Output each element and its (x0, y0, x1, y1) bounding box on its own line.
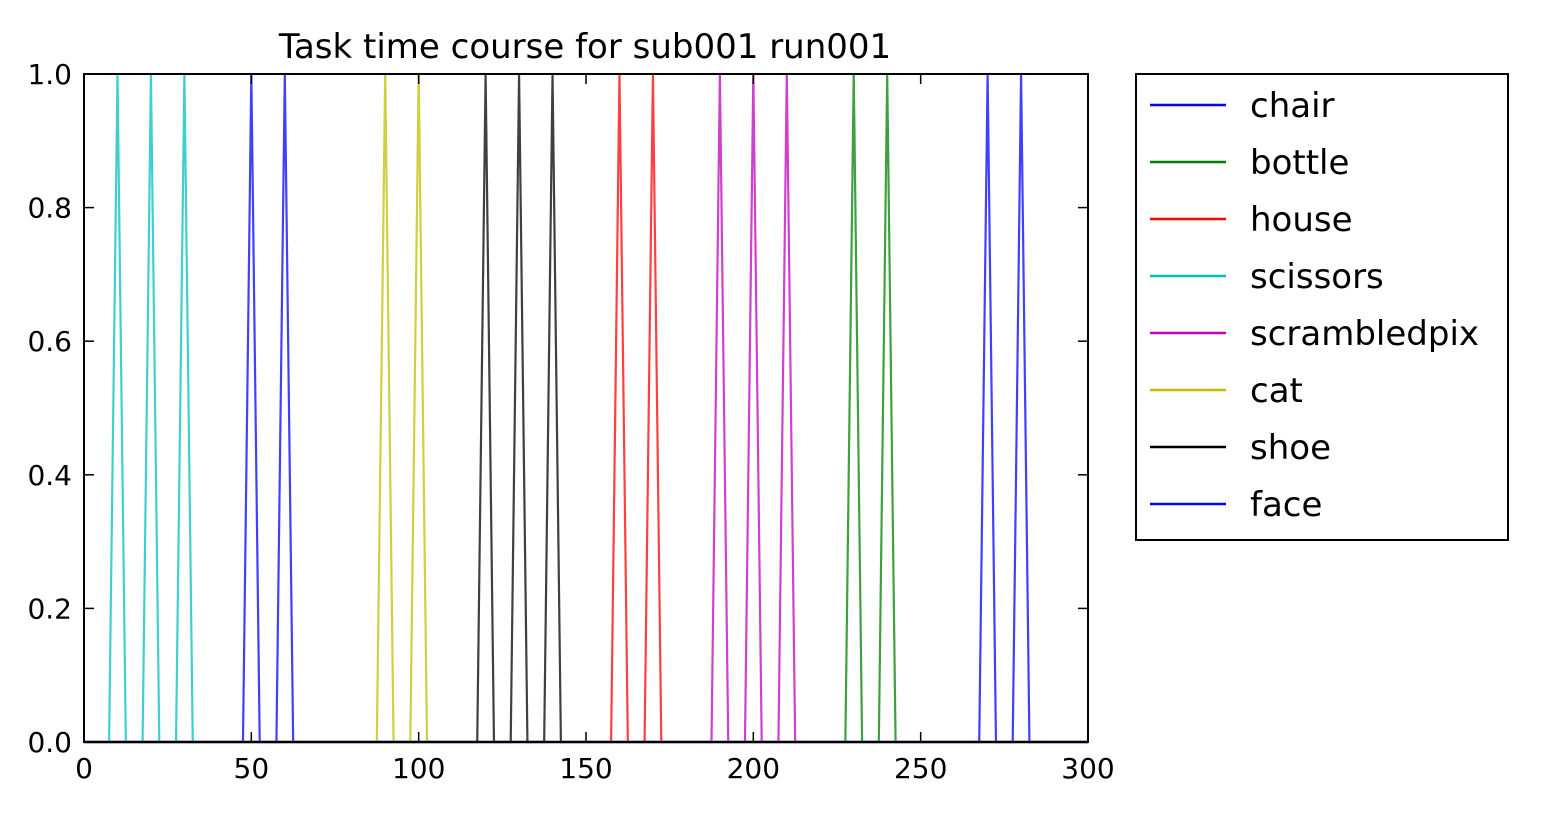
series-line-house (84, 73, 1088, 744)
legend-label-face: face (1250, 485, 1322, 525)
series-line-shoe (84, 73, 1088, 744)
legend-label-chair: chair (1250, 86, 1335, 126)
y-tick-label: 0.8 (27, 192, 72, 225)
x-tick-label: 50 (234, 752, 270, 785)
legend-label-house: house (1250, 200, 1353, 240)
plot-frame (83, 73, 1089, 743)
series-layer (84, 73, 1088, 744)
tick-layer: 0 50 100 150 200 250 300 0.0 0.2 0.4 0.6 0.8 1.0 (27, 58, 1114, 785)
series-line-scrambledpix (84, 73, 1088, 744)
x-tick-label: 300 (1061, 752, 1114, 785)
series-line-scissors (84, 73, 1088, 744)
series-line-chair (84, 73, 1088, 744)
y-tick-label: 1.0 (27, 58, 72, 91)
legend-label-scissors: scissors (1250, 257, 1384, 297)
x-tick-label: 0 (75, 752, 93, 785)
chart-title: Task time course for sub001 run001 (278, 27, 891, 67)
series-line-cat (84, 73, 1088, 744)
y-tick-label: 0.2 (27, 592, 72, 625)
y-tick-label: 0.0 (27, 726, 72, 759)
legend-label-scrambledpix: scrambledpix (1250, 314, 1479, 354)
series-line-bottle (84, 73, 1088, 744)
x-tick-label: 250 (894, 752, 947, 785)
x-tick-label: 200 (727, 752, 780, 785)
x-tick-label: 150 (559, 752, 612, 785)
x-tick-label: 100 (392, 752, 445, 785)
legend-label-bottle: bottle (1250, 143, 1349, 183)
series-line-face (84, 73, 1088, 744)
legend-box (1135, 73, 1509, 541)
y-tick-label: 0.6 (27, 325, 72, 358)
legend-label-shoe: shoe (1250, 428, 1331, 468)
y-tick-label: 0.4 (27, 459, 72, 492)
legend-label-cat: cat (1250, 371, 1303, 411)
legend: chair bottle house scissors scrambledpix cat s… (1135, 73, 1509, 541)
